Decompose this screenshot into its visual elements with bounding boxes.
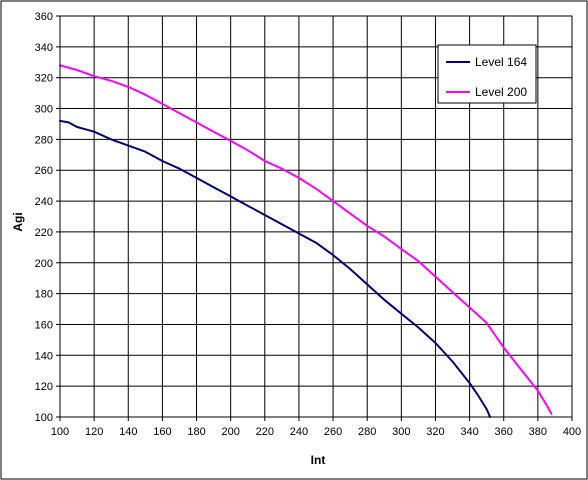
- x-tick-label-360: 360: [495, 426, 513, 438]
- y-tick-label-220: 220: [35, 227, 53, 239]
- y-tick-label-180: 180: [35, 289, 53, 301]
- x-tick-label-340: 340: [460, 426, 478, 438]
- legend: Level 164 Level 200: [437, 44, 537, 104]
- x-tick-label-240: 240: [290, 426, 308, 438]
- x-tick-label-260: 260: [324, 426, 342, 438]
- y-tick-label-360: 360: [35, 11, 53, 23]
- y-tick-label-320: 320: [35, 73, 53, 85]
- x-tick-label-100: 100: [51, 426, 69, 438]
- tick-labels: 100 120 140 160 180 200 220 240 260 280 300 320 340 3…: [35, 11, 582, 438]
- x-tick-label-400: 400: [563, 426, 581, 438]
- y-tick-label-280: 280: [35, 134, 53, 146]
- plot-frame: [56, 15, 573, 421]
- legend-label-level-164: Level 164: [475, 55, 527, 69]
- series-line-level-164: [59, 119, 492, 418]
- y-tick-label-120: 120: [35, 381, 53, 393]
- y-tick-label-260: 260: [35, 165, 53, 177]
- x-tick-label-200: 200: [221, 426, 239, 438]
- legend-label-level-200: Level 200: [475, 85, 527, 99]
- x-tick-label-320: 320: [426, 426, 444, 438]
- series-lines: [59, 64, 553, 418]
- x-tick-label-380: 380: [529, 426, 547, 438]
- legend-box: [437, 44, 537, 104]
- y-tick-label-300: 300: [35, 104, 53, 116]
- x-tick-label-300: 300: [392, 426, 410, 438]
- x-tick-label-280: 280: [358, 426, 376, 438]
- y-tick-label-240: 240: [35, 196, 53, 208]
- x-tick-label-120: 120: [85, 426, 103, 438]
- y-tick-label-140: 140: [35, 350, 53, 362]
- y-tick-label-100: 100: [35, 412, 53, 424]
- x-tick-label-180: 180: [187, 426, 205, 438]
- series-line-level-200: [59, 64, 553, 415]
- x-axis-title: Int: [311, 453, 326, 467]
- y-tick-label-340: 340: [35, 42, 53, 54]
- x-tick-label-220: 220: [256, 426, 274, 438]
- y-tick-label-200: 200: [35, 258, 53, 270]
- x-tick-label-140: 140: [119, 426, 137, 438]
- plot-area-border: [59, 15, 573, 418]
- x-tick-label-160: 160: [153, 426, 171, 438]
- y-tick-label-160: 160: [35, 319, 53, 331]
- y-axis-title: Agi: [11, 212, 25, 231]
